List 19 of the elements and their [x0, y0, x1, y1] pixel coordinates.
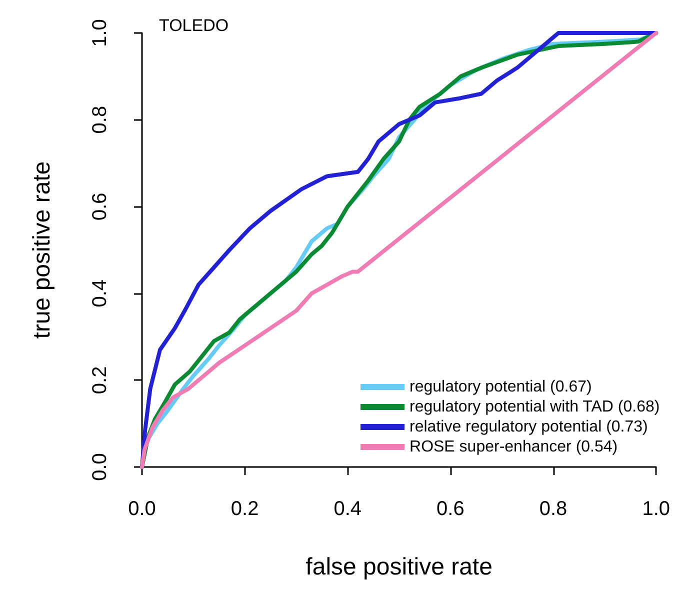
y-tick-label: 0.2 — [89, 366, 111, 394]
legend-label: regulatory potential (0.67) — [410, 378, 592, 396]
x-tick-label: 0.6 — [436, 498, 464, 520]
legend-label: ROSE super-enhancer (0.54) — [410, 438, 618, 456]
x-tick-label: 0.2 — [230, 498, 259, 520]
x-axis-title: false positive rate — [306, 554, 492, 580]
y-tick-label: 0.4 — [89, 279, 111, 308]
y-tick-label: 0.0 — [89, 453, 111, 481]
legend-label: relative regulatory potential (0.73) — [410, 418, 648, 436]
x-tick-label: 0.0 — [128, 498, 156, 520]
x-tick-label: 1.0 — [642, 498, 670, 520]
legend-label: regulatory potential with TAD (0.68) — [410, 398, 660, 416]
y-tick-label: 0.8 — [89, 106, 111, 134]
chart-title: TOLEDO — [159, 16, 229, 35]
x-tick-label: 0.8 — [539, 498, 568, 520]
y-tick-label: 1.0 — [89, 19, 111, 47]
y-tick-label: 0.6 — [89, 192, 111, 221]
x-tick-label: 0.4 — [334, 498, 362, 520]
y-axis-title: true positive rate — [28, 161, 56, 339]
